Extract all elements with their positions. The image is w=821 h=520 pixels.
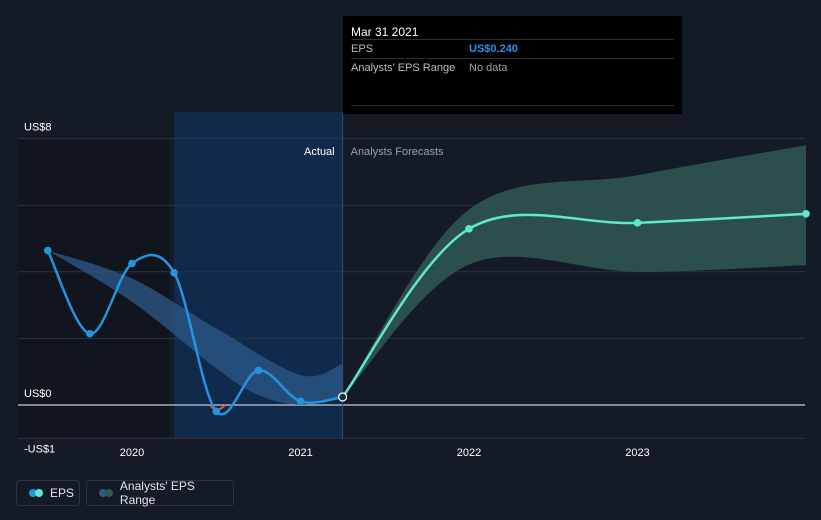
tooltip-divider [351,105,674,106]
eps-actual-point [296,397,305,406]
eps-forecast-line [341,212,807,398]
y-tick-label: US$0 [24,388,52,400]
x-tick-label: 2020 [120,447,144,459]
eps-points [43,210,810,416]
x-tick-label: 2022 [457,447,481,459]
eps-forecast-point [802,210,810,218]
tooltip-range-row: Analysts' EPS Range No data [351,58,674,80]
x-tick-label: 2021 [288,447,312,459]
tooltip-range-value: No data [469,62,508,74]
actual-label: Actual [304,146,335,158]
past-range-band [47,250,343,406]
eps-actual-point [43,246,52,255]
eps-actual-point [86,329,94,338]
eps-forecast-point [633,219,642,227]
eps-actual-point [128,259,136,268]
tooltip-date: Mar 31 2021 [351,25,419,39]
y-tick-label: -US$1 [24,443,55,455]
eps-swatch-icon [29,489,43,497]
tooltip-eps-row: EPS US$0.240 [351,39,674,61]
eps-forecast-point [465,225,473,233]
eps-actual-point [170,268,178,277]
forecast-label: Analysts Forecasts [351,146,444,158]
eps-actual-point [254,366,263,375]
forecast-range-band [342,145,806,398]
tooltip: Mar 31 2021 EPS US$0.240 Analysts' EPS R… [343,16,682,114]
legend-range-label: Analysts' EPS Range [119,479,195,507]
range-bands [47,145,806,406]
legend-eps-label: EPS [50,486,75,500]
legend-eps-button[interactable]: EPS [16,480,80,506]
range-swatch-icon [99,489,113,497]
eps-actual-point [337,392,348,402]
tooltip-range-label: Analysts' EPS Range [351,62,456,74]
y-tick-label: US$8 [24,122,52,134]
axis-labels: US$8 US$0 -US$1 2020 2021 2022 2023 [24,122,650,459]
tooltip-eps-value: US$0.240 [469,43,518,55]
x-tick-label: 2023 [625,447,649,459]
eps-actual-point [212,407,221,416]
tooltip-eps-label: EPS [351,43,374,55]
legend-range-button[interactable]: Analysts' EPS Range [86,479,234,507]
